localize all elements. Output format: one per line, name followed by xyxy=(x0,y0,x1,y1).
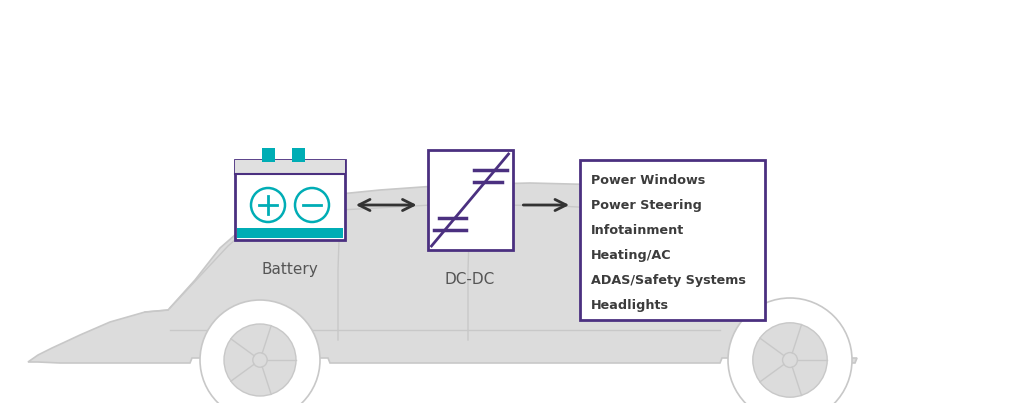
Text: DC-DC: DC-DC xyxy=(444,272,496,287)
Circle shape xyxy=(295,188,329,222)
Text: Heating/AC: Heating/AC xyxy=(591,249,672,262)
Circle shape xyxy=(753,323,827,397)
Bar xyxy=(580,160,765,320)
Bar xyxy=(427,150,512,250)
Text: Power Steering: Power Steering xyxy=(591,199,701,212)
Bar xyxy=(234,160,345,240)
Circle shape xyxy=(224,324,296,396)
Text: ADAS/Safety Systems: ADAS/Safety Systems xyxy=(591,274,745,287)
Bar xyxy=(292,148,304,162)
Text: Power Windows: Power Windows xyxy=(591,174,706,187)
Circle shape xyxy=(253,353,267,367)
Bar xyxy=(261,148,274,162)
Polygon shape xyxy=(28,183,857,363)
Circle shape xyxy=(251,188,285,222)
Bar xyxy=(234,160,345,174)
Circle shape xyxy=(728,298,852,403)
Text: Headlights: Headlights xyxy=(591,299,669,312)
Text: Infotainment: Infotainment xyxy=(591,224,684,237)
Text: Battery: Battery xyxy=(261,262,318,277)
Bar xyxy=(237,228,343,238)
Circle shape xyxy=(782,353,798,368)
Circle shape xyxy=(200,300,319,403)
